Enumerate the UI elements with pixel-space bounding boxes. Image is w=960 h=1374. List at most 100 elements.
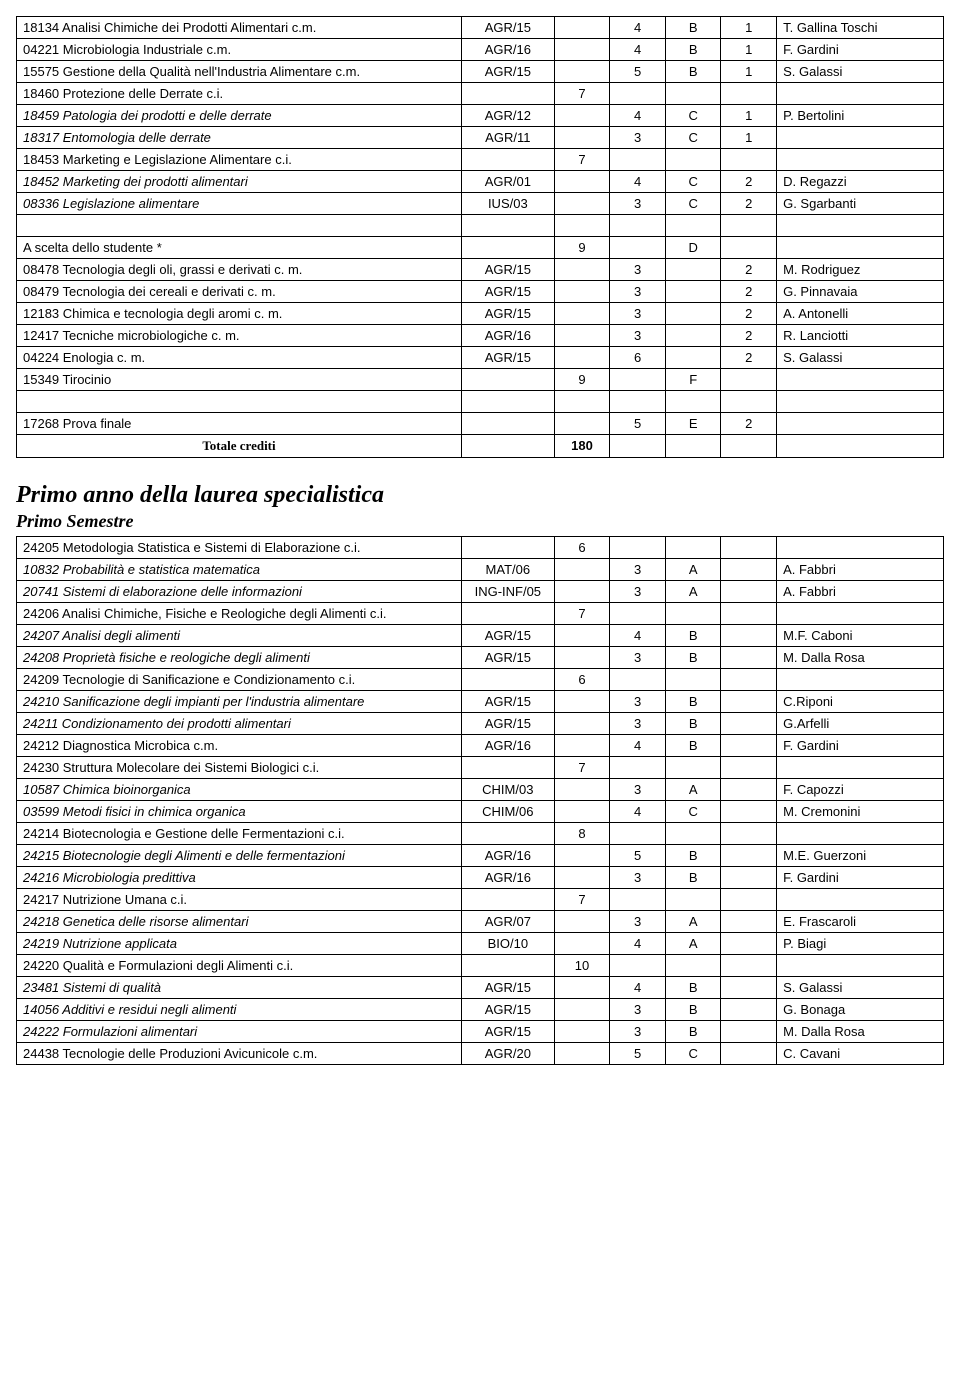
cell (554, 171, 610, 193)
table-row: 24214 Biotecnologia e Gestione delle Fer… (17, 823, 944, 845)
cell: 20741 Sistemi di elaborazione delle info… (17, 581, 462, 603)
cell (461, 369, 554, 391)
cell: 4 (610, 735, 666, 757)
cell: 08479 Tecnologia dei cereali e derivati … (17, 281, 462, 303)
cell: AGR/15 (461, 61, 554, 83)
cell: AGR/11 (461, 127, 554, 149)
cell (610, 889, 666, 911)
cell (461, 757, 554, 779)
cell (665, 435, 721, 458)
cell: 4 (610, 105, 666, 127)
cell (721, 889, 777, 911)
cell (721, 215, 777, 237)
cell (17, 215, 462, 237)
cell: AGR/15 (461, 303, 554, 325)
cell (721, 757, 777, 779)
cell: B (665, 61, 721, 83)
cell (610, 757, 666, 779)
cell: 24216 Microbiologia predittiva (17, 867, 462, 889)
cell: F. Gardini (777, 39, 944, 61)
cell: 6 (610, 347, 666, 369)
cell: 24206 Analisi Chimiche, Fisiche e Reolog… (17, 603, 462, 625)
table-row: 24438 Tecnologie delle Produzioni Avicun… (17, 1043, 944, 1065)
table-row: 08336 Legislazione alimentareIUS/033C2G.… (17, 193, 944, 215)
cell: 15575 Gestione della Qualità nell'Indust… (17, 61, 462, 83)
cell: AGR/16 (461, 867, 554, 889)
cell: 2 (721, 171, 777, 193)
cell (461, 955, 554, 977)
cell (554, 17, 610, 39)
table-row: 18453 Marketing e Legislazione Alimentar… (17, 149, 944, 171)
cell: E. Frascaroli (777, 911, 944, 933)
cell: AGR/16 (461, 845, 554, 867)
cell: AGR/15 (461, 625, 554, 647)
cell: B (665, 867, 721, 889)
cell (665, 325, 721, 347)
heading-primo-semestre: Primo Semestre (16, 511, 944, 532)
cell: 3 (610, 325, 666, 347)
cell (554, 259, 610, 281)
cell: CHIM/03 (461, 779, 554, 801)
cell: 24217 Nutrizione Umana c.i. (17, 889, 462, 911)
cell (554, 347, 610, 369)
cell (721, 149, 777, 171)
cell (721, 603, 777, 625)
cell (461, 237, 554, 259)
cell: 18460 Protezione delle Derrate c.i. (17, 83, 462, 105)
cell: A (665, 911, 721, 933)
cell (721, 669, 777, 691)
table-row: 24222 Formulazioni alimentariAGR/153BM. … (17, 1021, 944, 1043)
table-row: 10832 Probabilità e statistica matematic… (17, 559, 944, 581)
table-row: 24211 Condizionamento dei prodotti alime… (17, 713, 944, 735)
cell: C.Riponi (777, 691, 944, 713)
table-row: 03599 Metodi fisici in chimica organicaC… (17, 801, 944, 823)
table-row: 24206 Analisi Chimiche, Fisiche e Reolog… (17, 603, 944, 625)
cell: 04221 Microbiologia Industriale c.m. (17, 39, 462, 61)
cell: 23481 Sistemi di qualità (17, 977, 462, 999)
cell: 24212 Diagnostica Microbica c.m. (17, 735, 462, 757)
cell (721, 1021, 777, 1043)
cell: 12183 Chimica e tecnologia degli aromi c… (17, 303, 462, 325)
cell: C. Cavani (777, 1043, 944, 1065)
cell: 5 (610, 1043, 666, 1065)
cell: G. Sgarbanti (777, 193, 944, 215)
cell: 180 (554, 435, 610, 458)
cell: 10 (554, 955, 610, 977)
cell: 24230 Struttura Molecolare dei Sistemi B… (17, 757, 462, 779)
cell: 04224 Enologia c. m. (17, 347, 462, 369)
cell: 24205 Metodologia Statistica e Sistemi d… (17, 537, 462, 559)
cell: A. Antonelli (777, 303, 944, 325)
cell: 4 (610, 171, 666, 193)
cell: 12417 Tecniche microbiologiche c. m. (17, 325, 462, 347)
table-row: 08479 Tecnologia dei cereali e derivati … (17, 281, 944, 303)
cell: B (665, 713, 721, 735)
cell: AGR/16 (461, 39, 554, 61)
cell: AGR/15 (461, 259, 554, 281)
cell: A. Fabbri (777, 581, 944, 603)
cell: AGR/12 (461, 105, 554, 127)
cell: AGR/15 (461, 17, 554, 39)
cell (554, 999, 610, 1021)
cell: F. Capozzi (777, 779, 944, 801)
cell (554, 801, 610, 823)
cell: 24220 Qualità e Formulazioni degli Alime… (17, 955, 462, 977)
cell (610, 537, 666, 559)
cell (461, 413, 554, 435)
cell (554, 559, 610, 581)
table-row: 14056 Additivi e residui negli alimentiA… (17, 999, 944, 1021)
cell: 4 (610, 933, 666, 955)
cell (665, 149, 721, 171)
cell (665, 259, 721, 281)
cell (461, 83, 554, 105)
cell (721, 823, 777, 845)
cell (554, 325, 610, 347)
cell: 3 (610, 559, 666, 581)
table-row: 15575 Gestione della Qualità nell'Indust… (17, 61, 944, 83)
cell (721, 779, 777, 801)
cell: ING-INF/05 (461, 581, 554, 603)
cell: P. Biagi (777, 933, 944, 955)
cell (665, 281, 721, 303)
cell: 3 (610, 303, 666, 325)
cell: B (665, 999, 721, 1021)
cell: 4 (610, 17, 666, 39)
